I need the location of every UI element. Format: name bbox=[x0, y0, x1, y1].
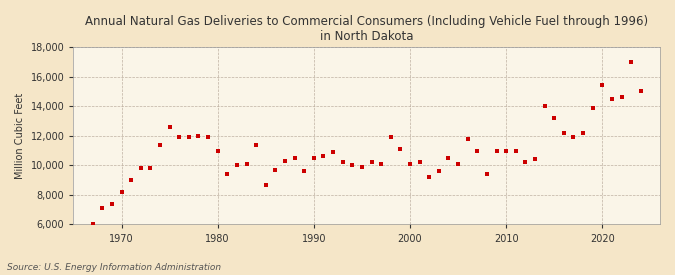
Point bbox=[414, 160, 425, 164]
Point bbox=[193, 133, 204, 138]
Point bbox=[501, 148, 512, 153]
Point bbox=[202, 135, 213, 139]
Point bbox=[587, 105, 598, 110]
Point bbox=[164, 125, 175, 129]
Y-axis label: Million Cubic Feet: Million Cubic Feet bbox=[15, 93, 25, 179]
Point bbox=[424, 175, 435, 179]
Point bbox=[356, 164, 367, 169]
Point bbox=[232, 163, 242, 167]
Point bbox=[299, 169, 310, 174]
Point bbox=[289, 156, 300, 160]
Point bbox=[155, 142, 165, 147]
Point bbox=[616, 95, 627, 100]
Point bbox=[481, 172, 492, 176]
Point bbox=[222, 172, 233, 176]
Point bbox=[453, 162, 464, 166]
Point bbox=[558, 131, 569, 135]
Point bbox=[261, 182, 271, 187]
Point bbox=[568, 135, 579, 139]
Title: Annual Natural Gas Deliveries to Commercial Consumers (Including Vehicle Fuel th: Annual Natural Gas Deliveries to Commerc… bbox=[85, 15, 648, 43]
Point bbox=[549, 116, 560, 120]
Text: Source: U.S. Energy Information Administration: Source: U.S. Energy Information Administ… bbox=[7, 263, 221, 272]
Point bbox=[136, 166, 146, 170]
Point bbox=[174, 135, 185, 139]
Point bbox=[443, 156, 454, 160]
Point bbox=[597, 83, 608, 88]
Point bbox=[107, 202, 117, 206]
Point bbox=[213, 148, 223, 153]
Point bbox=[338, 160, 348, 164]
Point bbox=[578, 131, 589, 135]
Point bbox=[126, 178, 136, 182]
Point bbox=[462, 136, 473, 141]
Point bbox=[607, 97, 618, 101]
Point bbox=[491, 148, 502, 153]
Point bbox=[327, 150, 338, 154]
Point bbox=[376, 162, 387, 166]
Point bbox=[510, 148, 521, 153]
Point bbox=[270, 167, 281, 172]
Point bbox=[626, 60, 637, 64]
Point bbox=[404, 162, 415, 166]
Point bbox=[395, 147, 406, 151]
Point bbox=[530, 157, 541, 162]
Point bbox=[241, 162, 252, 166]
Point bbox=[308, 156, 319, 160]
Point bbox=[472, 148, 483, 153]
Point bbox=[87, 222, 98, 227]
Point bbox=[279, 159, 290, 163]
Point bbox=[347, 163, 358, 167]
Point bbox=[250, 142, 261, 147]
Point bbox=[116, 190, 127, 194]
Point bbox=[366, 160, 377, 164]
Point bbox=[520, 160, 531, 164]
Point bbox=[385, 135, 396, 139]
Point bbox=[145, 166, 156, 170]
Point bbox=[318, 154, 329, 159]
Point bbox=[635, 89, 646, 94]
Point bbox=[539, 104, 550, 108]
Point bbox=[97, 206, 108, 210]
Point bbox=[433, 169, 444, 174]
Point bbox=[184, 135, 194, 139]
